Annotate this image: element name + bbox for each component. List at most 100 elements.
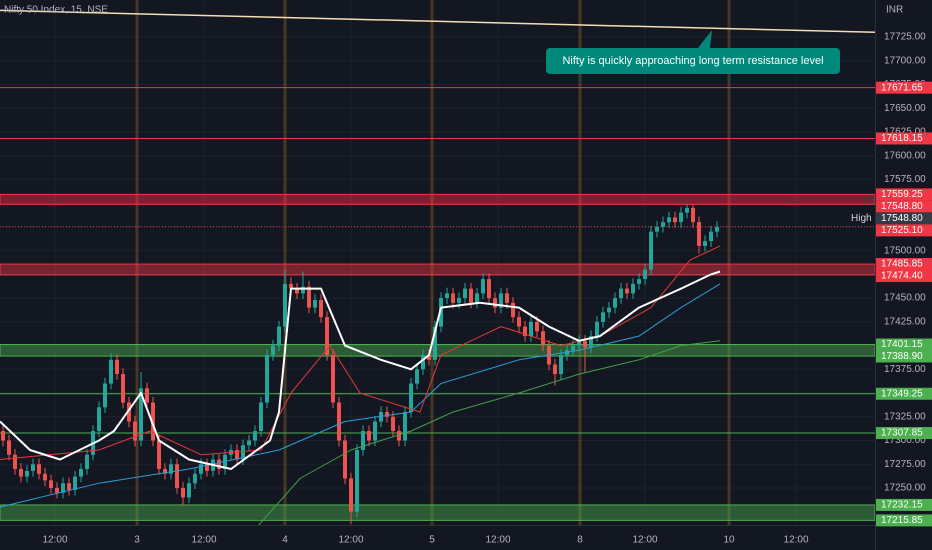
moving-averages xyxy=(0,245,721,527)
marker-name-badge xyxy=(845,212,875,225)
price-badge xyxy=(876,81,932,94)
y-tick-label: 17300.00 xyxy=(884,435,926,446)
y-tick-label: 17725.00 xyxy=(884,32,926,43)
price-badge-label: 17525.10 xyxy=(881,225,923,236)
price-badge xyxy=(876,188,932,201)
zone xyxy=(0,504,876,521)
candle-body xyxy=(283,283,288,327)
y-tick-label: 17700.00 xyxy=(884,55,926,66)
candle-body xyxy=(217,459,222,469)
candle-body xyxy=(457,298,462,303)
price-badge xyxy=(876,387,932,400)
candle-body xyxy=(295,288,300,294)
price-badge xyxy=(876,200,932,213)
candle-body xyxy=(679,212,684,223)
x-tick-label: 3 xyxy=(134,535,140,546)
price-badge-label: 17401.15 xyxy=(881,339,923,350)
callout-text: Nifty is quickly approaching long term r… xyxy=(562,55,823,67)
candle-body xyxy=(337,402,342,441)
candle-body xyxy=(559,355,564,375)
candle-body xyxy=(355,450,360,512)
candle-body xyxy=(265,355,270,403)
candle-body xyxy=(259,402,264,432)
marker-name: High xyxy=(851,213,872,224)
candle-body xyxy=(607,307,612,313)
candle-body xyxy=(439,298,444,327)
y-tick-label: 17500.00 xyxy=(884,245,926,256)
candle-body xyxy=(7,440,12,455)
candle-body xyxy=(97,407,102,432)
candle-body xyxy=(517,317,522,327)
price-badge xyxy=(876,258,932,271)
price-badge-label: 17559.25 xyxy=(881,189,923,200)
candle-body xyxy=(481,279,486,294)
zone xyxy=(0,193,876,205)
candle-body xyxy=(79,468,84,477)
candle-body xyxy=(121,374,126,403)
candle-body xyxy=(511,302,516,318)
moving-average xyxy=(0,245,721,460)
candle-body xyxy=(25,470,30,477)
candle-body xyxy=(331,355,336,403)
candle-body xyxy=(85,454,90,469)
candle-body xyxy=(103,383,108,408)
candle-body xyxy=(19,468,24,477)
price-badge xyxy=(876,270,932,283)
chart-title: Nifty 50 Index, 15, NSE xyxy=(4,5,108,16)
candle-body xyxy=(145,388,150,403)
price-badge-label: 17307.85 xyxy=(881,428,923,439)
candle-body xyxy=(529,321,534,337)
y-tick-label: 17625.00 xyxy=(884,127,926,138)
price-badge-label: 17349.25 xyxy=(881,388,923,399)
x-tick-label: 12:00 xyxy=(43,535,68,546)
price-badge xyxy=(876,212,932,225)
moving-average xyxy=(257,340,721,527)
x-tick-label: 12:00 xyxy=(784,535,809,546)
price-badge-label: 17474.40 xyxy=(881,271,923,282)
y-tick-label: 17450.00 xyxy=(884,293,926,304)
candle-body xyxy=(61,483,66,493)
x-tick-label: 12:00 xyxy=(191,535,216,546)
candle-body xyxy=(493,298,498,308)
candle-body xyxy=(703,241,708,246)
candle-body xyxy=(397,431,402,441)
candle-body xyxy=(709,231,714,242)
candle-body xyxy=(499,293,504,308)
candle-body xyxy=(463,288,468,299)
candle-body xyxy=(31,464,36,471)
candle-body xyxy=(523,326,528,337)
candle-body xyxy=(373,421,378,441)
x-tick-label: 12:00 xyxy=(632,535,657,546)
candle-body xyxy=(157,440,162,469)
price-badge-label: 17548.80 xyxy=(881,201,923,212)
candle-body xyxy=(649,231,654,270)
candle-body xyxy=(643,269,648,280)
candle-body xyxy=(139,388,144,441)
candle-body xyxy=(451,293,456,303)
candle-body xyxy=(127,402,132,422)
candle-body xyxy=(433,326,438,360)
candle-body xyxy=(67,483,72,490)
price-badge xyxy=(876,338,932,351)
candle-body xyxy=(181,487,186,498)
annotation: Nifty is quickly approaching long term r… xyxy=(0,9,876,74)
candle-body xyxy=(1,431,6,441)
candle-body xyxy=(577,340,582,346)
candle-body xyxy=(73,476,78,490)
y-tick-label: 17275.00 xyxy=(884,459,926,470)
x-tick-label: 8 xyxy=(577,535,583,546)
candle-body xyxy=(247,440,252,446)
price-badge xyxy=(876,132,932,145)
candle-body xyxy=(595,321,600,337)
candle-body xyxy=(403,412,408,441)
price-badge-label: 17215.85 xyxy=(881,515,923,526)
price-badge xyxy=(876,224,932,237)
candle-body xyxy=(391,416,396,432)
candle-body xyxy=(277,326,282,346)
candle-body xyxy=(535,321,540,332)
levels xyxy=(0,87,876,521)
candle-body xyxy=(685,207,690,213)
candle-body xyxy=(307,286,312,308)
zone xyxy=(0,343,876,357)
